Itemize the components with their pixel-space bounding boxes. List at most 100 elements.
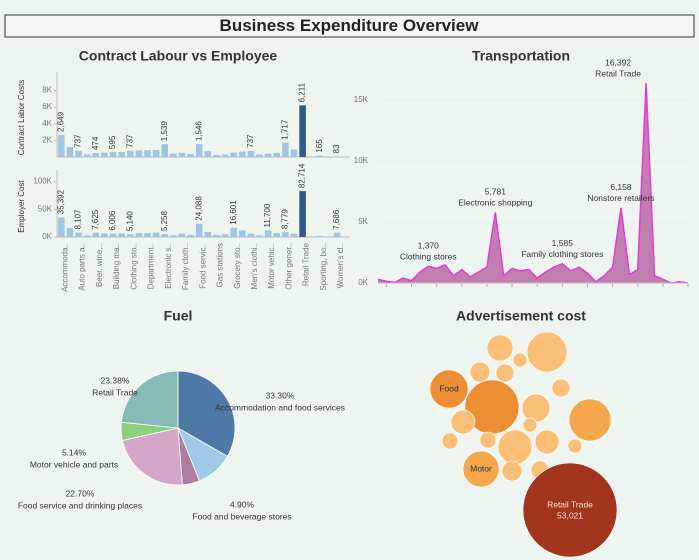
bar	[83, 235, 91, 237]
annotation-label: Clothing stores	[400, 252, 457, 262]
chart-title: Contract Labour vs Employee	[79, 48, 278, 64]
y-tick-label: 2K	[42, 135, 52, 144]
bar	[290, 149, 298, 157]
bar	[135, 150, 143, 157]
bar	[213, 154, 220, 157]
data-label: 1,546	[194, 121, 203, 142]
y-tick-label: 0K	[42, 232, 52, 241]
y-tick-label: 8K	[42, 86, 52, 95]
data-label: 165	[315, 139, 324, 153]
x-tick-label: Gas stations	[216, 243, 225, 287]
bar	[58, 134, 65, 157]
bar	[333, 232, 341, 237]
pie-slice	[121, 427, 183, 486]
x-tick-label: Retail Trade	[302, 242, 311, 286]
data-label: 8,779	[280, 209, 289, 230]
bar	[239, 230, 246, 237]
bar	[170, 235, 177, 237]
annotation-label: Nonstore retailers	[587, 193, 654, 203]
data-label: 474	[91, 136, 100, 150]
bar	[109, 233, 117, 237]
bar	[75, 232, 82, 237]
bar	[58, 217, 65, 237]
bar	[256, 154, 263, 157]
bar	[126, 150, 134, 157]
bar	[230, 227, 237, 237]
x-tick-label: Motor vehic..	[267, 243, 276, 289]
bubble	[495, 363, 515, 383]
bubble	[512, 352, 528, 368]
slice-label: Accommodation and food services	[215, 402, 345, 412]
x-tick-label: Family cloth..	[181, 243, 190, 290]
bar	[204, 232, 212, 237]
x-tick-label: Men's clothi..	[250, 243, 259, 289]
bubble	[462, 450, 500, 488]
y-axis-label: Contract Labor Costs	[17, 80, 26, 156]
bar	[101, 152, 108, 157]
x-tick-label: Electronic s..	[164, 243, 173, 289]
bubble	[486, 334, 514, 362]
y-tick-label: 15K	[354, 95, 369, 104]
bar	[273, 152, 281, 157]
bar	[247, 233, 255, 237]
bar	[187, 234, 194, 237]
bar	[230, 152, 237, 157]
dashboard-title: Business Expenditure Overview	[220, 16, 480, 35]
bar	[247, 150, 255, 157]
data-label: 7,686	[332, 209, 341, 230]
bar	[152, 150, 160, 157]
x-tick-label: Food servic..	[198, 243, 207, 289]
bar	[161, 234, 168, 237]
y-axis-label: Employer Cost	[17, 179, 26, 232]
bubble	[526, 331, 568, 373]
bubble	[522, 417, 538, 433]
x-tick-label: Building ma..	[112, 243, 121, 289]
annotation-value: 5,781	[485, 187, 507, 197]
bar	[299, 191, 306, 237]
bar	[118, 152, 125, 157]
bubble	[441, 432, 459, 450]
bar	[178, 152, 186, 157]
x-tick-label: Grocery sto..	[233, 243, 242, 289]
x-tick-label: Clothing sto..	[129, 243, 138, 290]
slice-value: 23.38%	[101, 375, 130, 385]
bubble-label: Food	[439, 383, 459, 393]
bar	[316, 155, 324, 157]
slice-value: 4.90%	[230, 499, 255, 509]
pie-slice	[177, 370, 236, 457]
chart-title: Fuel	[164, 308, 193, 324]
bar	[195, 144, 203, 157]
data-label: 2,649	[56, 111, 65, 132]
bar	[75, 150, 82, 157]
data-label: 6,006	[108, 210, 117, 231]
bar	[109, 152, 117, 157]
bubble	[497, 429, 533, 465]
chart-title: Transportation	[472, 48, 570, 64]
bar	[273, 233, 281, 237]
bubble-value: 53,021	[557, 510, 583, 520]
bubble	[469, 361, 491, 383]
data-label: 16,601	[229, 200, 238, 225]
slice-value: 5.14%	[62, 447, 87, 457]
x-tick-label: Department..	[147, 243, 156, 289]
bubble	[551, 378, 571, 398]
y-tick-label: 4K	[42, 119, 52, 128]
bar	[118, 233, 125, 237]
x-tick-label: Women's cl..	[336, 243, 345, 288]
bar	[152, 232, 160, 237]
data-label: 737	[74, 134, 83, 148]
bar	[144, 233, 151, 237]
bar	[221, 234, 229, 237]
bar	[135, 233, 143, 237]
y-tick-label: 6K	[42, 102, 52, 111]
bar	[92, 153, 100, 157]
data-label: 35,392	[56, 189, 65, 214]
x-tick-label: Other gener..	[284, 243, 293, 290]
annotation-value: 1,585	[552, 238, 574, 248]
data-label: 5,140	[125, 211, 134, 232]
annotation-value: 16,392	[605, 57, 631, 67]
x-tick-label: Accommoda..	[60, 243, 69, 292]
data-label: 11,700	[263, 203, 272, 227]
